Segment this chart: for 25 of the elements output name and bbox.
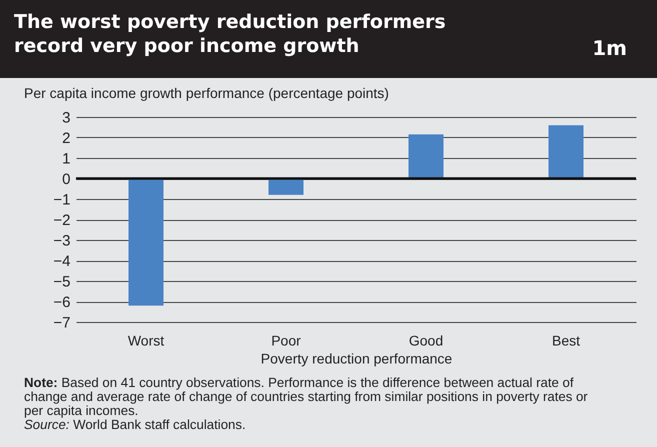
y-tick-label: −3 xyxy=(53,232,70,250)
chart-subtitle: 1m xyxy=(592,36,627,60)
x-tick-label: Best xyxy=(552,332,580,348)
y-tick-label: 1 xyxy=(62,150,70,168)
bar xyxy=(128,178,164,306)
y-tick-label: −6 xyxy=(53,294,70,311)
bar xyxy=(548,125,584,178)
y-tick-label: −4 xyxy=(53,253,70,270)
y-tick-label: −2 xyxy=(53,212,70,229)
source-note: Source: World Bank staff calculations. xyxy=(24,417,247,432)
y-tick-label: 3 xyxy=(62,110,70,126)
x-tick-label: Worst xyxy=(128,332,164,348)
bar xyxy=(268,178,304,195)
y-tick-label: 0 xyxy=(62,171,70,188)
chart-title: The worst poverty reduction performers record very poor income growth xyxy=(14,10,447,58)
text: Note: Based on 41 country observations. Performance is the difference between actual rate of change and average rate of change of countries starting from similar positions in poverty rates or per capita incomes. xyxy=(24,375,589,418)
bar xyxy=(408,134,444,178)
y-axis-title: Per capita income growth performance (percentage points) xyxy=(24,85,390,103)
y-tick-label: −5 xyxy=(53,274,70,290)
x-tick-label: Poor xyxy=(271,332,302,348)
y-tick-label: −7 xyxy=(53,314,70,332)
x-tick-label: Good xyxy=(408,332,444,348)
x-axis-title: Poverty reduction performance xyxy=(260,350,452,366)
y-tick-label: 2 xyxy=(62,130,70,147)
y-tick-label: −1 xyxy=(53,192,70,208)
